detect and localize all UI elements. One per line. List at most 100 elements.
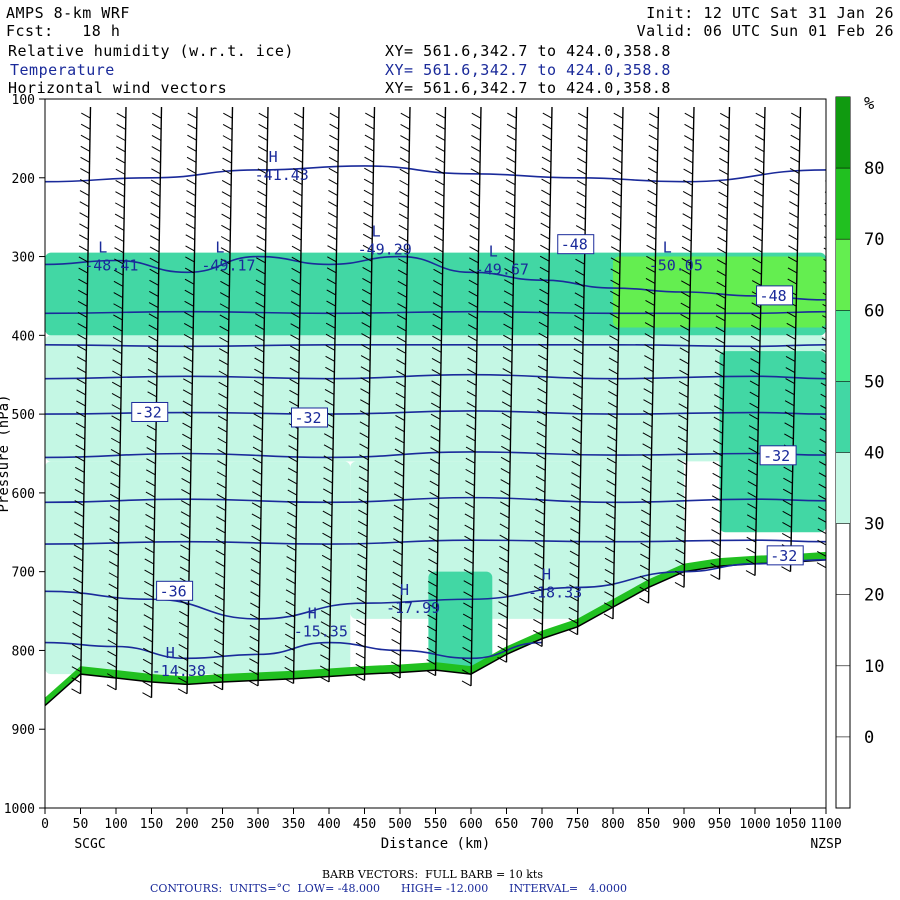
wind-barb-flag [146, 458, 156, 465]
wind-barb-flag [289, 378, 299, 385]
wind-barb-flag [497, 656, 507, 663]
wind-barb-flag [604, 568, 615, 575]
wind-barb-flag [466, 413, 476, 420]
wind-barb-flag [358, 509, 368, 516]
wind-barb-flag [534, 563, 544, 570]
wind-barb-flag [250, 557, 261, 564]
wind-barb-flag [178, 632, 189, 639]
wind-barb-flag [215, 561, 225, 567]
wind-barb-flag [357, 531, 368, 538]
wind-barb-flag [78, 256, 89, 263]
wind-barb-flag [752, 257, 762, 264]
wind-barb-flag [77, 334, 87, 340]
wind-barb-flag [541, 156, 552, 163]
wind-barb-flag [676, 514, 686, 521]
wind-barb-flag [144, 547, 155, 554]
wind-barb-flag [713, 427, 723, 434]
wind-barb-flag [321, 599, 331, 605]
wind-barb-flag [784, 400, 795, 407]
wind-barb-flag [326, 311, 336, 318]
wind-barb-flag [287, 500, 297, 507]
wind-barb-flag [748, 425, 759, 431]
wind-barb-flag [641, 476, 652, 483]
wind-barb-flag [74, 522, 84, 529]
wind-barb-flag [434, 224, 444, 231]
wind-barb-flag [711, 517, 721, 524]
wind-barb-flag [110, 482, 120, 489]
wind-barb-flag [817, 551, 826, 557]
wind-barb-flag [220, 269, 230, 276]
wind-barb-flag [322, 499, 333, 506]
wind-barb-flag [285, 622, 295, 629]
wind-barb-flag [109, 527, 119, 534]
wind-barb-flag [107, 639, 118, 646]
wind-barb-flag [576, 180, 587, 187]
wind-barb-flag [784, 411, 795, 418]
wind-barb-flag [789, 190, 799, 196]
wind-barb-flag [647, 200, 657, 207]
wind-barb-flag [149, 257, 160, 264]
wind-barb-flag [72, 610, 83, 617]
wind-barb-flag [322, 521, 332, 528]
colorbar-tick-label: 50 [864, 372, 884, 392]
wind-barb-flag [72, 599, 83, 606]
wind-barb-flag [684, 112, 695, 119]
wind-barb-flag [576, 202, 586, 209]
wind-barb-flag [538, 343, 548, 350]
wind-barb-flag [505, 179, 516, 186]
wind-barb-flag [73, 566, 83, 573]
wind-barb-flag [608, 357, 619, 364]
extremum-h: H-14.38 [152, 644, 206, 680]
y-tick-label: 700 [12, 566, 35, 581]
wind-barb-flag [214, 594, 225, 601]
wind-barb-flag [746, 525, 757, 532]
wind-barb-flag [500, 479, 510, 486]
wind-barb-flag [648, 145, 658, 152]
wind-barb-flag [429, 469, 440, 476]
wind-barb-flag [222, 168, 232, 175]
wind-barb-flag [76, 400, 86, 407]
wind-barb-flag [289, 356, 300, 363]
contour-label-layer: L-48.41L-49.17H-41.43L-49.29 L-49.67L-50.… [84, 148, 804, 680]
colorbar-tick-label: 70 [864, 230, 884, 250]
wind-barb-flag [683, 179, 693, 186]
wind-barb-flag [397, 280, 408, 287]
wind-barb-flag [214, 617, 224, 624]
wind-barb-flag [430, 436, 440, 442]
wind-barb-flag [608, 346, 619, 353]
wind-barb-flag [328, 145, 339, 152]
wind-barb-flag [821, 326, 826, 330]
wind-barb-flag [286, 545, 297, 551]
wind-barb-flag [822, 303, 826, 307]
wind-barb-flag [253, 379, 264, 386]
temperature-contour-2 [45, 343, 826, 348]
wind-barb-flag [435, 168, 445, 175]
wind-barb-flag [711, 529, 721, 535]
wind-barb-flag [499, 534, 509, 541]
wind-barb-flag [292, 223, 302, 230]
wind-barb-flag [106, 673, 117, 680]
wind-barb-flag [111, 404, 122, 411]
wind-barb-flag [328, 190, 338, 196]
wind-barb-flag [78, 278, 88, 285]
wind-barb-flag [468, 290, 478, 297]
wind-barb-flag [603, 602, 614, 609]
wind-barb-flag [431, 346, 442, 353]
wind-barb-flag [361, 311, 372, 317]
wind-barb-flag [77, 322, 87, 329]
wind-barb-flag [644, 355, 654, 362]
wind-barb-flag [500, 456, 511, 463]
colorbar-tick-label: 30 [864, 515, 884, 535]
wind-barb-column [745, 106, 766, 577]
wind-barb-flag [576, 191, 587, 198]
wind-barb-flag [396, 325, 407, 332]
wind-barb-flag [471, 112, 482, 119]
extremum-letter: L [372, 223, 381, 241]
wind-barb-flag [392, 583, 402, 589]
wind-barb-flag [641, 498, 651, 505]
wind-barb-flag [183, 322, 194, 329]
wind-barb-flag [219, 336, 229, 343]
wind-barb-flag [323, 433, 334, 440]
wind-barb-flag [538, 321, 549, 328]
wind-barb-flag [428, 558, 438, 565]
